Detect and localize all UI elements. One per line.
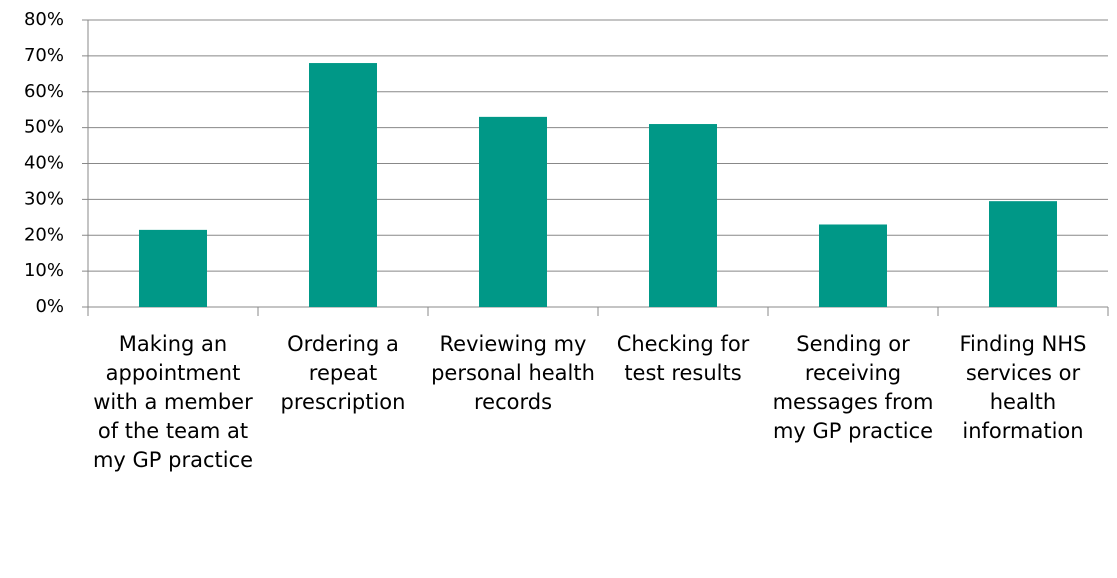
x-tick-label: Checking for test results [616,332,750,385]
y-tick-label: 40% [24,153,64,174]
y-tick-label: 30% [24,188,64,209]
bar [989,201,1057,307]
x-tick-label: Ordering a repeat prescription [280,332,406,414]
y-tick-label: 10% [24,260,64,281]
y-tick-label: 80% [24,9,64,30]
y-tick-label: 60% [24,81,64,102]
y-tick-label: 20% [24,224,64,245]
bar [649,124,717,307]
bar [819,224,887,307]
bar [479,116,547,307]
y-tick-label: 0% [35,296,64,317]
x-tick-label: Finding NHS services or health informati… [959,332,1087,443]
x-tick-label: Making an appointment with a member of t… [92,332,254,472]
x-tick-label: Reviewing my personal health records [431,332,595,414]
y-tick-label: 50% [24,117,64,138]
bar [309,63,377,307]
y-tick-label: 70% [24,45,64,66]
x-tick-label: Sending or receiving messages from my GP… [772,332,934,443]
bar [139,229,207,307]
